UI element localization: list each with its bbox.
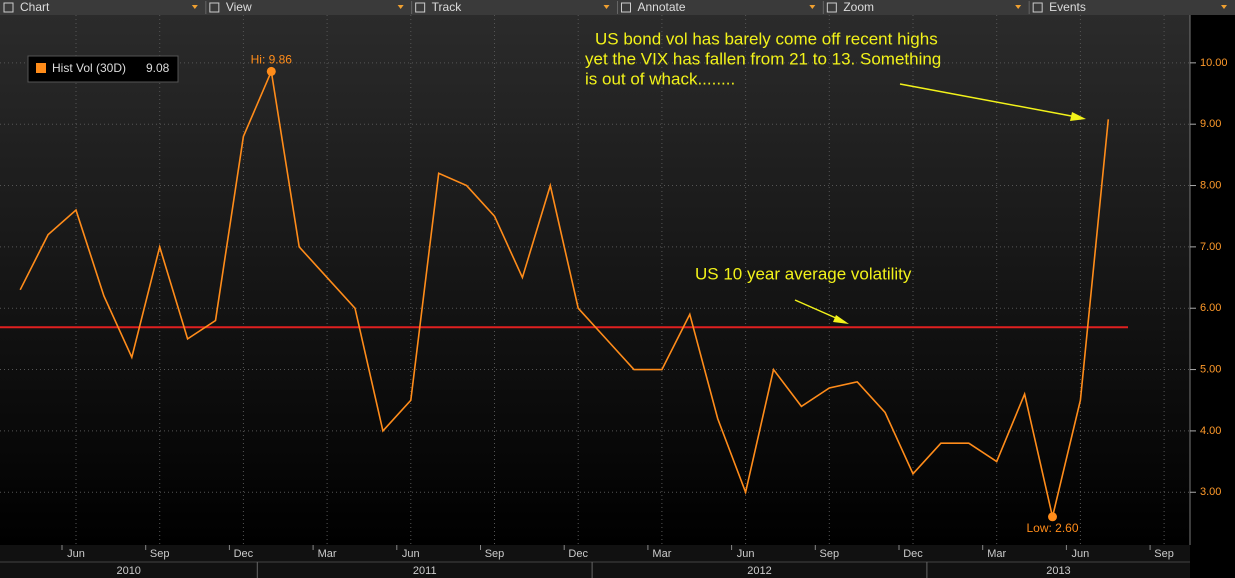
- y-tick-label: 4.00: [1200, 425, 1221, 437]
- extreme-label: Hi: 9.86: [251, 53, 293, 67]
- extreme-marker: [266, 66, 276, 76]
- legend-swatch: [36, 63, 46, 73]
- x-tick-label: Jun: [402, 548, 420, 560]
- x-tick-label: Jun: [737, 548, 755, 560]
- x-tick-label: Mar: [318, 548, 337, 560]
- series-line: [19, 68, 1110, 517]
- toolbar-icon: [209, 2, 220, 13]
- annotation: US bond vol has barely come off recent h…: [595, 29, 938, 48]
- toolbar-dropdown: [603, 5, 610, 9]
- toolbar-icon: [621, 2, 631, 13]
- toolbar-button[interactable]: Zoom: [843, 0, 874, 14]
- legend: [27, 55, 179, 83]
- extreme-marker: [1048, 512, 1057, 522]
- x-tick-label: Sep: [1154, 548, 1174, 560]
- y-tick-label: 8.00: [1200, 179, 1221, 191]
- y-tick-label: 10.00: [1200, 57, 1228, 69]
- toolbar-button[interactable]: Annotate: [638, 0, 686, 14]
- toolbar-icon: [826, 2, 837, 13]
- annotation: US 10 year average volatility: [695, 264, 912, 283]
- year-label: 2011: [413, 565, 437, 577]
- y-tick-label: 6.00: [1200, 302, 1221, 314]
- plot-background: [0, 15, 1190, 545]
- x-tick-label: Dec: [903, 548, 923, 560]
- toolbar-button[interactable]: Chart: [20, 0, 50, 14]
- arrow-head: [1070, 112, 1086, 121]
- toolbar-dropdown: [1221, 5, 1227, 9]
- annotation: is out of whack........: [585, 69, 735, 88]
- x-tick-label: Jun: [1072, 548, 1090, 560]
- toolbar-icon: [415, 2, 426, 13]
- y-tick-label: 3.00: [1200, 486, 1221, 498]
- year-label: 2010: [116, 565, 140, 577]
- x-tick-label: Sep: [820, 548, 840, 560]
- x-tick-label: Sep: [485, 548, 505, 560]
- year-label: 2013: [1046, 565, 1070, 577]
- x-tick-label: Dec: [568, 548, 588, 560]
- legend-label: Hist Vol (30D): [52, 61, 126, 75]
- x-tick-label: Dec: [234, 548, 254, 560]
- toolbar-button[interactable]: View: [226, 0, 252, 14]
- toolbar-dropdown: [809, 5, 816, 9]
- legend-value: 9.08: [146, 61, 170, 75]
- toolbar-dropdown: [1015, 5, 1022, 9]
- arrow-head: [833, 315, 849, 324]
- y-tick-label: 7.00: [1200, 241, 1221, 253]
- x-tick-label: Sep: [150, 548, 170, 560]
- y-tick-label: 5.00: [1200, 363, 1221, 375]
- toolbar-dropdown: [397, 5, 404, 9]
- annotation: yet the VIX has fallen from 21 to 13. So…: [585, 49, 941, 68]
- toolbar-button[interactable]: Track: [432, 0, 463, 14]
- x-tick-label: Mar: [987, 548, 1006, 560]
- arrow: [899, 83, 1083, 119]
- toolbar-icon: [3, 2, 14, 13]
- extreme-label: Low: 2.60: [1026, 521, 1078, 535]
- y-tick-label: 9.00: [1200, 118, 1221, 130]
- x-tick-label: Mar: [652, 548, 671, 560]
- year-label: 2012: [747, 565, 771, 577]
- toolbar-dropdown: [191, 5, 198, 9]
- toolbar-button[interactable]: Events: [1049, 0, 1086, 14]
- x-tick-label: Jun: [67, 548, 85, 560]
- toolbar-icon: [1032, 2, 1043, 13]
- annotation-arrows: [794, 83, 1086, 324]
